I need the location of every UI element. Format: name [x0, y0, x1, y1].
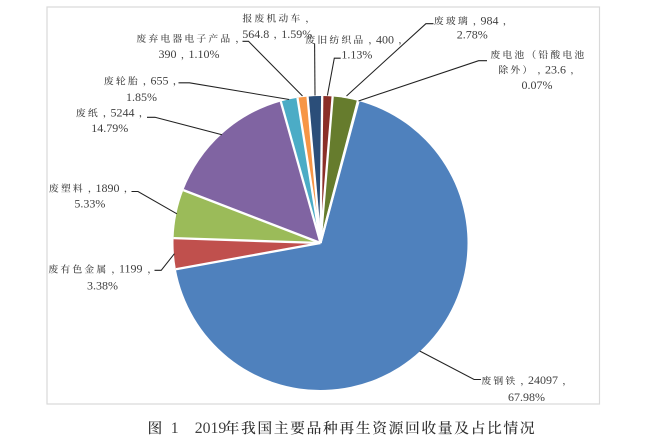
svg-text:400: 400 — [376, 32, 394, 46]
svg-text:1.85%: 1.85% — [126, 90, 157, 104]
svg-text:0.07%: 0.07% — [522, 78, 553, 92]
svg-text:564.8: 564.8 — [242, 27, 269, 41]
svg-text:1.59%: 1.59% — [281, 27, 312, 41]
svg-text:3.38%: 3.38% — [87, 279, 118, 293]
svg-text:23.6: 23.6 — [545, 62, 566, 76]
svg-text:24097: 24097 — [528, 373, 558, 387]
svg-text:1890: 1890 — [96, 181, 120, 195]
svg-text:67.98%: 67.98% — [508, 390, 545, 404]
svg-text:655: 655 — [151, 73, 169, 87]
svg-text:1199: 1199 — [119, 262, 143, 276]
svg-text:1: 1 — [171, 420, 179, 437]
svg-text:2019: 2019 — [195, 420, 227, 437]
svg-text:390: 390 — [159, 47, 177, 61]
svg-text:14.79%: 14.79% — [91, 121, 128, 135]
svg-text:2.78%: 2.78% — [457, 27, 488, 41]
svg-text:5244: 5244 — [111, 105, 135, 119]
svg-text:1.13%: 1.13% — [341, 48, 372, 62]
svg-text:1.10%: 1.10% — [189, 47, 220, 61]
svg-text:5.33%: 5.33% — [74, 197, 105, 211]
svg-text:984: 984 — [481, 13, 499, 27]
